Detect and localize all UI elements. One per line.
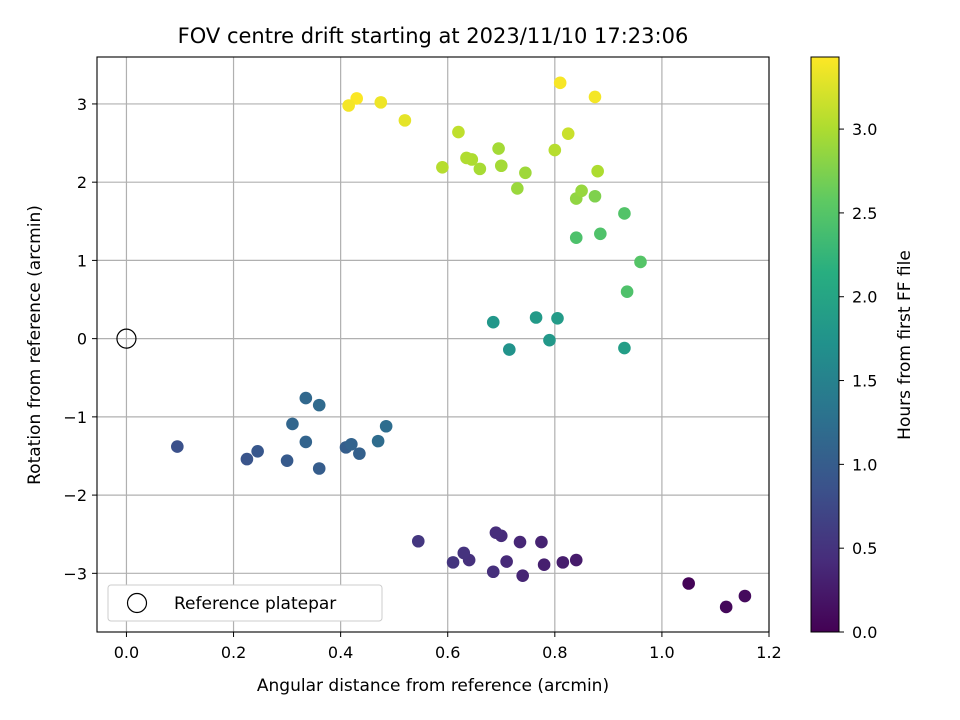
x-tick-label: 0.2 — [221, 643, 246, 662]
data-point — [738, 589, 752, 603]
data-points — [116, 76, 752, 614]
data-point — [682, 577, 695, 590]
data-point — [486, 565, 500, 579]
data-point — [543, 333, 556, 347]
data-point — [594, 227, 607, 241]
data-point — [240, 452, 254, 466]
data-point — [446, 556, 460, 569]
colorbar-tick-label: 2.0 — [852, 288, 877, 307]
data-point — [634, 255, 647, 269]
data-point — [371, 434, 385, 448]
data-point — [299, 435, 313, 449]
data-point — [561, 127, 575, 140]
data-point — [280, 454, 294, 467]
data-point — [556, 556, 570, 569]
x-tick-label: 0.4 — [328, 643, 353, 662]
data-point — [486, 315, 500, 329]
legend-entry-reference-platepar: Reference platepar — [174, 594, 336, 614]
data-point — [436, 161, 449, 174]
data-point — [548, 143, 562, 157]
data-point — [500, 555, 513, 568]
x-tick-label: 0.6 — [435, 643, 460, 662]
legend-box — [107, 584, 383, 622]
colorbar-ticks: 0.0 0.5 1.0 1.5 2.0 2.5 3.0 — [839, 120, 877, 642]
y-axis-label: Rotation from reference (arcmin) — [25, 205, 45, 485]
legend: Reference platepar — [107, 584, 383, 622]
data-point — [591, 164, 604, 178]
data-point — [513, 535, 527, 549]
data-point — [620, 285, 634, 298]
grid-lines — [97, 57, 770, 632]
data-point — [503, 343, 516, 356]
data-point — [411, 534, 425, 548]
data-point — [460, 151, 473, 165]
x-tick-label: 0.0 — [114, 643, 139, 662]
legend-marker-circle-icon — [126, 592, 148, 614]
data-point — [251, 444, 264, 458]
colorbar-tick-label: 1.5 — [852, 372, 877, 391]
y-tick-label: −2 — [63, 486, 87, 505]
x-axis-label: Angular distance from reference (arcmin) — [257, 676, 609, 696]
colorbar-tick-label: 2.5 — [852, 204, 877, 223]
colorbar-gradient — [810, 56, 840, 633]
data-point — [299, 391, 313, 405]
data-point — [473, 162, 487, 176]
data-point — [569, 231, 583, 245]
data-point — [452, 125, 465, 139]
data-point — [569, 553, 583, 567]
y-tick-label: 2 — [77, 173, 87, 192]
data-point — [312, 462, 326, 475]
data-point — [171, 440, 184, 453]
data-point — [588, 90, 602, 104]
y-tick-label: 3 — [77, 95, 87, 114]
data-point — [618, 207, 631, 220]
data-point — [379, 419, 393, 433]
data-point — [457, 546, 471, 560]
chart-title: FOV centre drift starting at 2023/11/10 … — [178, 24, 689, 48]
data-point — [286, 417, 299, 431]
data-point — [553, 76, 567, 90]
data-point — [312, 398, 326, 412]
y-axis-ticks: −3 −2 −1 0 1 2 3 — [63, 95, 97, 583]
y-tick-label: 0 — [77, 330, 87, 349]
data-point — [588, 189, 602, 203]
data-point — [489, 526, 503, 539]
colorbar-tick-label: 3.0 — [852, 120, 877, 139]
x-tick-label: 1.0 — [649, 643, 674, 662]
x-tick-label: 0.8 — [542, 643, 567, 662]
colorbar-tick-label: 0.5 — [852, 539, 877, 558]
data-point — [345, 437, 358, 451]
data-point — [492, 142, 505, 155]
data-point — [494, 159, 508, 173]
data-point — [575, 184, 588, 198]
data-point — [719, 600, 733, 614]
colorbar-label: Hours from first FF file — [895, 250, 915, 440]
data-point — [519, 166, 532, 180]
plot-area-frame — [96, 56, 770, 633]
colorbar-tick-label: 1.0 — [852, 455, 877, 474]
y-tick-label: −1 — [63, 408, 87, 427]
reference-platepar-marker — [116, 328, 137, 349]
data-point — [551, 311, 564, 325]
data-point — [618, 341, 631, 355]
data-point — [535, 535, 548, 549]
data-point — [529, 311, 543, 324]
y-tick-label: 1 — [77, 251, 87, 270]
y-tick-label: −3 — [63, 564, 87, 583]
data-point — [516, 569, 529, 582]
data-point — [353, 447, 366, 460]
data-point — [398, 114, 412, 127]
data-point — [342, 99, 355, 112]
data-point — [374, 96, 388, 109]
x-tick-label: 1.2 — [756, 643, 781, 662]
colorbar: 0.0 0.5 1.0 1.5 2.0 2.5 3.0 Hours from first F… — [810, 56, 915, 642]
x-axis-ticks: 0.0 0.2 0.4 0.6 0.8 1.0 1.2 — [114, 632, 782, 662]
colorbar-tick-label: 0.0 — [852, 623, 877, 642]
data-point — [537, 558, 551, 572]
data-point — [511, 182, 524, 195]
